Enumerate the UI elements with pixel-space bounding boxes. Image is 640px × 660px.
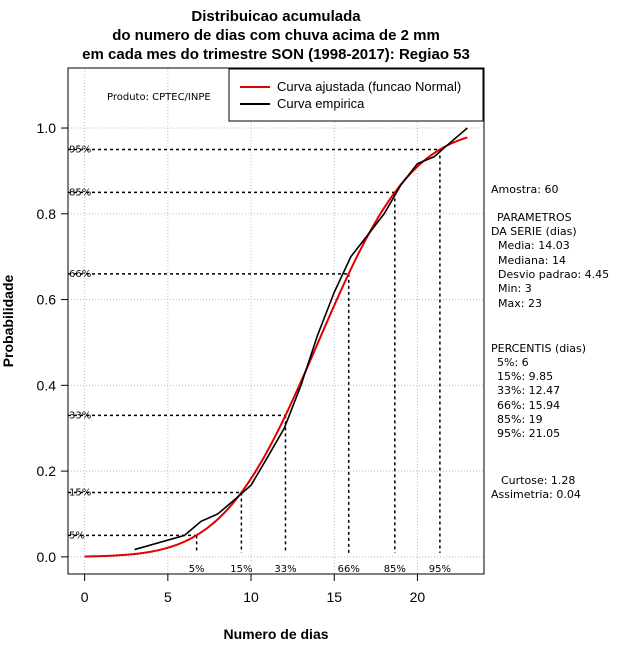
y-tick-label-3: 0.6 bbox=[37, 292, 57, 308]
sample-size: Amostra: 60 bbox=[491, 183, 558, 196]
percentil-33: 33%: 12.47 bbox=[497, 384, 560, 397]
assimetria: Assimetria: 0.04 bbox=[491, 488, 581, 501]
axis-layer: 0 5 10 15 20 0.0 0.2 0.4 0.6 0.8 1.0 bbox=[37, 120, 426, 605]
x-tick-label-1: 5 bbox=[164, 589, 172, 605]
param-max: Max: 23 bbox=[498, 297, 542, 310]
x-tick-label-4: 20 bbox=[410, 589, 426, 605]
x-tick-label-2: 10 bbox=[243, 589, 259, 605]
chart-title-line-1: Distribuicao acumulada bbox=[191, 8, 361, 25]
chart-title-line-2: do numero de dias com chuva acima de 2 m… bbox=[112, 27, 440, 44]
percentil-95: 95%: 21.05 bbox=[497, 427, 560, 440]
chart-title-line-3: em cada mes do trimestre SON (1998-2017)… bbox=[82, 46, 470, 63]
percentis-title: PERCENTIS (dias) bbox=[491, 342, 586, 355]
producer-label: Produto: CPTEC/INPE bbox=[107, 92, 211, 103]
percentile-bottom-label-1: 15% bbox=[230, 564, 252, 575]
curve-layer bbox=[84, 127, 468, 558]
grid-layer bbox=[68, 68, 484, 574]
percentile-left-label-1: 15% bbox=[69, 488, 91, 499]
plot-frame bbox=[67, 67, 485, 575]
percentile-left-label-2: 33% bbox=[69, 410, 91, 421]
y-tick-label-0: 0.0 bbox=[37, 549, 57, 565]
percentil-5: 5%: 6 bbox=[497, 356, 529, 369]
curtose: Curtose: 1.28 bbox=[501, 474, 575, 487]
x-tick-label-3: 15 bbox=[326, 589, 342, 605]
percentile-bottom-label-2: 33% bbox=[274, 564, 296, 575]
param-min: Min: 3 bbox=[498, 282, 532, 295]
x-axis-title: Numero de dias bbox=[223, 626, 328, 642]
percentil-85: 85%: 19 bbox=[497, 413, 543, 426]
empirical-curve bbox=[134, 127, 468, 551]
y-axis-title: Probabilidade bbox=[0, 275, 16, 368]
x-tick-label-0: 0 bbox=[81, 589, 89, 605]
y-tick-label-2: 0.4 bbox=[37, 377, 57, 393]
y-tick-label-4: 0.8 bbox=[37, 206, 57, 222]
percentile-bottom-label-3: 66% bbox=[338, 564, 360, 575]
percentil-15: 15%: 9.85 bbox=[497, 370, 553, 383]
percentil-66: 66%: 15.94 bbox=[497, 399, 560, 412]
param-std-dev: Desvio padrao: 4.45 bbox=[498, 268, 609, 281]
y-tick-label-5: 1.0 bbox=[37, 120, 57, 136]
fitted-normal-curve bbox=[84, 136, 468, 558]
parameters-title-1: PARAMETROS bbox=[497, 211, 572, 224]
legend-empirical-label: Curva empirica bbox=[277, 96, 365, 111]
parameters-title-2: DA SERIE (dias) bbox=[491, 225, 577, 238]
param-median: Mediana: 14 bbox=[498, 254, 566, 267]
percentile-bottom-label-0: 5% bbox=[189, 564, 205, 575]
percentile-bottom-label-5: 95% bbox=[429, 564, 451, 575]
param-mean: Media: 14.03 bbox=[498, 239, 570, 252]
percentile-left-label-3: 66% bbox=[69, 269, 91, 280]
percentile-marker-layer: 5% 5% 15% 15% 33% 33% 66% 66% 85% 85% 95% 95% bbox=[68, 144, 451, 575]
percentile-left-label-0: 5% bbox=[69, 530, 85, 541]
y-tick-label-1: 0.2 bbox=[37, 463, 57, 479]
percentile-bottom-label-4: 85% bbox=[384, 564, 406, 575]
percentile-left-label-5: 95% bbox=[69, 144, 91, 155]
legend-box bbox=[228, 68, 484, 122]
legend: Curva ajustada (funcao Normal) Curva emp… bbox=[228, 68, 484, 122]
legend-fitted-label: Curva ajustada (funcao Normal) bbox=[277, 79, 461, 94]
percentile-left-label-4: 85% bbox=[69, 187, 91, 198]
statistics-panel: Amostra: 60 PARAMETROS DA SERIE (dias) M… bbox=[491, 183, 609, 501]
